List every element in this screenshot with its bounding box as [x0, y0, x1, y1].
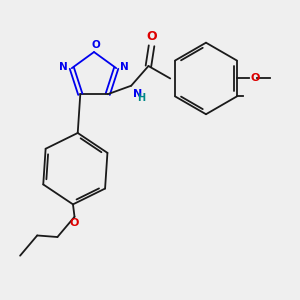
Text: N: N — [133, 89, 142, 99]
Text: O: O — [251, 74, 260, 83]
Text: O: O — [91, 40, 100, 50]
Text: O: O — [70, 218, 79, 228]
Text: H: H — [137, 93, 145, 103]
Text: N: N — [120, 62, 129, 72]
Text: N: N — [59, 62, 68, 72]
Text: O: O — [146, 30, 157, 43]
